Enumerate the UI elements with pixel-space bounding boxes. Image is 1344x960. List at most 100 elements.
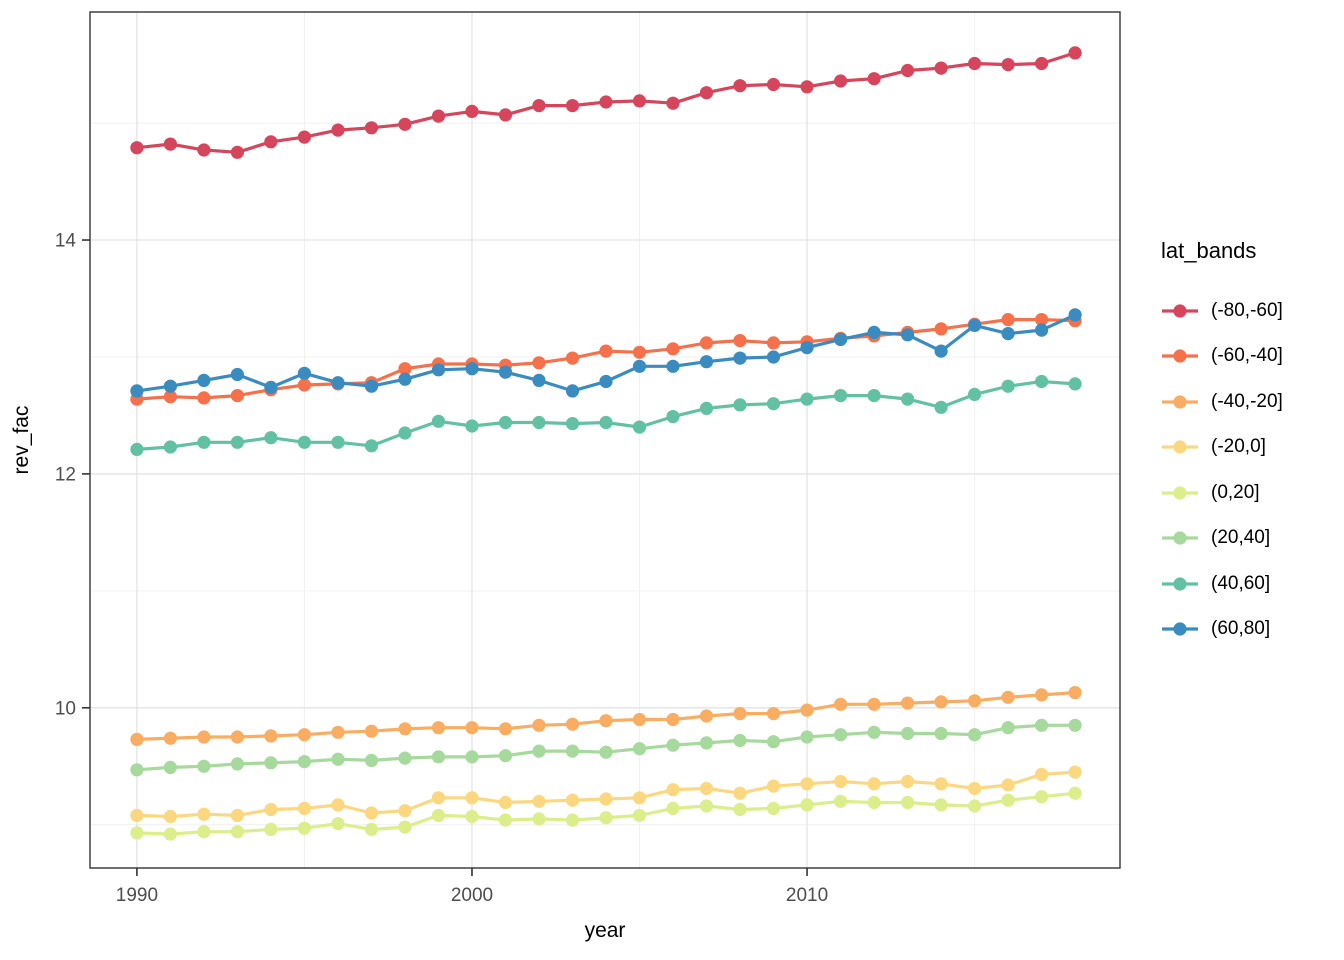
data-point: [699, 355, 714, 369]
data-point: [800, 703, 814, 717]
data-point: [934, 777, 948, 791]
data-point: [264, 729, 278, 743]
data-point: [532, 744, 546, 758]
data-point: [364, 439, 379, 453]
series-line: [136, 379, 1076, 451]
data-point: [230, 389, 244, 403]
data-point: [834, 389, 848, 403]
data-point: [834, 728, 848, 742]
data-point: [498, 415, 513, 430]
data-point: [1068, 308, 1082, 322]
legend-title: lat_bands: [1161, 238, 1257, 263]
data-point: [297, 801, 311, 816]
data-point: [901, 63, 915, 78]
legend-item-label: (-40,-20]: [1211, 390, 1283, 412]
data-point: [934, 726, 948, 741]
data-point: [465, 721, 479, 735]
data-point: [632, 791, 647, 805]
legend-item-label: (60,80]: [1211, 618, 1271, 640]
data-point: [800, 798, 814, 812]
data-point: [398, 372, 412, 386]
data-point: [968, 318, 982, 332]
legend-item-label: (20,40]: [1211, 527, 1271, 549]
legend-key-icon: [1162, 440, 1198, 454]
data-point: [901, 328, 915, 342]
data-point: [465, 791, 479, 805]
data-point: [230, 808, 244, 823]
legend-item: (-40,-20]: [1161, 379, 1341, 425]
data-point: [733, 351, 747, 365]
data-point: [565, 744, 580, 758]
data-point: [532, 415, 546, 430]
legend-key-icon: [1162, 577, 1198, 591]
data-point: [163, 827, 177, 841]
data-point: [699, 799, 714, 813]
data-point: [599, 374, 613, 389]
data-point: [297, 130, 311, 144]
x-tick-label: 1990: [116, 885, 158, 906]
data-point: [867, 72, 881, 86]
data-point: [264, 380, 278, 394]
data-point: [632, 808, 647, 823]
x-tick-label: 2010: [786, 885, 828, 906]
data-point: [1035, 767, 1049, 782]
data-point: [163, 440, 177, 454]
data-point: [364, 121, 379, 135]
y-tick-label: 10: [55, 698, 76, 719]
data-point: [666, 96, 680, 110]
legend-item: (60,80]: [1161, 607, 1341, 653]
data-point: [163, 379, 177, 393]
data-point: [699, 401, 714, 415]
data-point: [599, 415, 613, 430]
legend-key-point: [1173, 440, 1187, 454]
data-point: [1068, 686, 1082, 700]
legend-item: (-80,-60]: [1161, 288, 1341, 334]
legend: lat_bands (-80,-60] (-60,-40] (-40,-20] (-2…: [1161, 238, 1341, 652]
data-point: [431, 721, 446, 735]
legend-item: (-20,0]: [1161, 425, 1341, 471]
data-point: [264, 756, 278, 770]
data-point: [699, 336, 714, 350]
data-point: [834, 332, 848, 346]
data-point: [498, 722, 513, 736]
data-point: [230, 730, 244, 744]
data-point: [532, 718, 546, 732]
data-point: [800, 392, 814, 406]
data-point: [331, 376, 345, 390]
data-point: [130, 808, 144, 823]
legend-key-point: [1173, 304, 1187, 318]
data-point: [264, 431, 278, 445]
data-point: [197, 373, 211, 387]
data-point: [297, 366, 311, 380]
data-point: [800, 730, 814, 744]
legend-item-label: (40,60]: [1211, 572, 1271, 594]
series-(60,80]: [130, 308, 1082, 398]
data-point: [498, 108, 513, 122]
data-point: [901, 795, 915, 810]
data-point: [800, 777, 814, 791]
data-point: [431, 791, 446, 805]
data-point: [465, 362, 479, 376]
data-point: [163, 137, 177, 151]
data-point: [867, 697, 881, 711]
data-point: [532, 812, 546, 826]
data-point: [264, 135, 278, 149]
data-point: [1068, 377, 1082, 391]
data-point: [800, 341, 814, 355]
data-point: [130, 826, 144, 840]
legend-item: (20,40]: [1161, 516, 1341, 562]
data-point: [968, 728, 982, 742]
data-point: [230, 435, 244, 449]
data-point: [901, 696, 915, 710]
data-point: [1068, 765, 1082, 779]
data-point: [465, 104, 479, 118]
data-point: [398, 804, 412, 818]
data-point: [666, 410, 680, 424]
data-point: [565, 813, 580, 827]
data-point: [331, 817, 345, 831]
data-point: [901, 726, 915, 741]
data-point: [867, 795, 881, 810]
data-point: [968, 56, 982, 71]
series-(0,20]: [130, 786, 1082, 841]
data-point: [398, 426, 412, 440]
